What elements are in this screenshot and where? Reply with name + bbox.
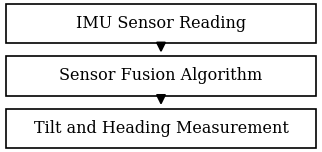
Text: Tilt and Heading Measurement: Tilt and Heading Measurement [33, 120, 289, 137]
FancyBboxPatch shape [6, 109, 316, 148]
FancyBboxPatch shape [6, 56, 316, 96]
Text: IMU Sensor Reading: IMU Sensor Reading [76, 15, 246, 32]
Text: Sensor Fusion Algorithm: Sensor Fusion Algorithm [59, 67, 263, 85]
FancyBboxPatch shape [6, 4, 316, 43]
